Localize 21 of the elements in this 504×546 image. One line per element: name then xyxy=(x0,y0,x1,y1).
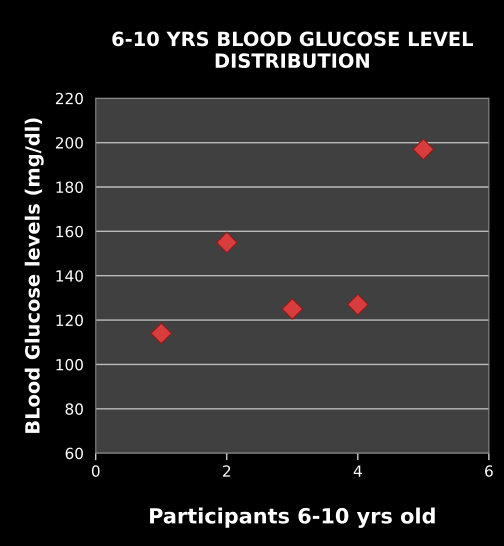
chart-title: 6-10 YRS BLOOD GLUCOSE LEVEL DISTRIBUTION xyxy=(112,32,473,68)
y-tick-label: 120 xyxy=(56,314,83,326)
y-tick-label: 220 xyxy=(56,92,83,104)
x-tick-label: 0 xyxy=(92,465,100,477)
y-tick-label: 60 xyxy=(66,448,83,460)
y-axis-title: BLood Glucose levels (mg/dl) xyxy=(24,118,44,433)
x-tick-label: 4 xyxy=(354,465,362,477)
y-tick-label: 100 xyxy=(56,358,83,370)
y-tick-label: 160 xyxy=(56,226,83,238)
y-tick-label: 180 xyxy=(56,181,83,194)
point xyxy=(150,322,172,344)
point xyxy=(281,298,304,320)
point xyxy=(216,232,238,254)
y-tick-label: 140 xyxy=(56,270,83,282)
point xyxy=(412,138,434,160)
y-tick-label: 80 xyxy=(66,403,83,415)
x-tick-label: 2 xyxy=(223,465,230,477)
y-tick-label: 200 xyxy=(56,137,83,149)
x-tick-label: 6 xyxy=(485,465,493,477)
point xyxy=(346,294,369,316)
x-axis-title: Participants 6-10 yrs old xyxy=(150,508,435,528)
